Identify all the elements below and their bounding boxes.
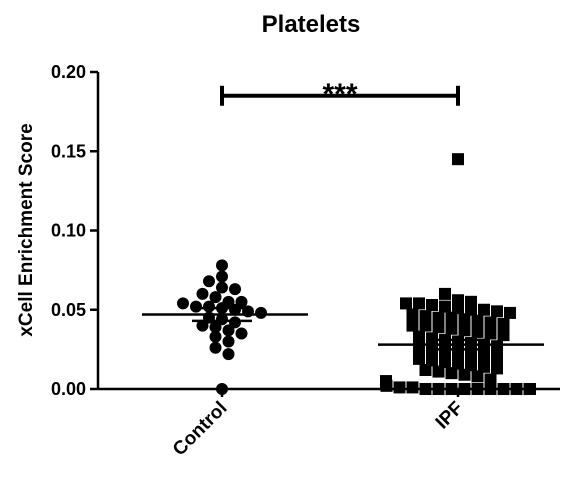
data-point-square [413,352,425,365]
mean-sem-bars [142,306,544,351]
data-point-circle [216,270,228,283]
data-point-square [380,379,393,392]
data-point-square [426,298,438,311]
data-point-square [452,357,464,370]
data-point-square [432,365,445,378]
data-point-square [510,383,523,395]
data-point-square [445,322,458,335]
data-point-square [484,316,497,329]
data-point-square [426,354,438,367]
data-point-circle [190,300,202,313]
y-tick-label: 0.00 [51,379,86,399]
data-point-square [432,383,445,395]
data-point-square [400,297,412,310]
data-point-square [445,383,458,395]
data-point-square [452,302,464,315]
data-point-square [484,373,497,386]
data-point-square [465,303,477,316]
data-point-square [426,332,438,345]
y-ticks: 0.00 0.05 0.10 0.15 0.20 [51,62,98,399]
data-point-circle [216,259,228,272]
data-point-square [465,359,477,372]
data-point-circle [216,281,228,294]
data-point-circle [216,383,228,395]
data-point-square [497,329,510,342]
axes [96,72,560,391]
data-point-square [413,297,425,310]
significance-label: *** [322,78,357,111]
data-point-circle [209,321,222,334]
data-point-square [432,321,445,334]
data-point-square [419,383,432,395]
data-point-square [478,303,490,316]
data-point-square [478,349,490,362]
data-point-square [458,313,471,326]
data-point-square [452,153,464,166]
data-point-circle [209,341,222,354]
x-categories: Control IPF [169,389,468,460]
y-axis-label: xCell Enrichment Score [16,123,37,336]
data-point-square [497,318,510,331]
data-point-square [504,306,516,319]
y-tick-label: 0.05 [51,300,86,320]
data-point-square [491,351,503,364]
data-point-square [484,327,497,340]
data-point-circle [209,330,222,343]
data-point-circle [235,327,248,340]
data-point-circle [222,348,235,361]
data-point-square [393,381,406,394]
data-point-square [439,300,451,313]
data-point-circle [209,291,222,304]
data-point-square [406,381,419,394]
data-point-square [471,383,484,395]
data-point-square [406,319,419,332]
data-point-square [484,383,497,395]
y-tick-label: 0.15 [51,141,86,161]
data-point-square [471,370,484,383]
data-point-circle [229,303,241,316]
data-point-circle [229,283,241,296]
chart-title: Platelets [262,11,361,38]
data-point-square [439,344,451,357]
data-point-square [524,383,536,395]
significance-bracket: *** [220,78,460,111]
data-point-square [445,311,458,324]
data-point-square [491,340,503,353]
data-point-circle [196,287,209,300]
data-point-square [497,383,510,395]
data-point-circle [255,306,267,319]
data-point-circle [222,335,235,348]
data-point-circle [203,275,215,288]
data-point-square [471,325,484,338]
x-category-label: IPF [432,398,468,434]
data-point-square [413,330,425,343]
data-point-square [419,363,432,376]
data-point-square [445,367,458,380]
data-point-square [491,305,503,318]
y-tick-label: 0.10 [51,221,86,241]
data-point-square [432,311,445,324]
data-point-square [458,324,471,337]
data-point-square [439,287,451,300]
data-point-square [406,308,419,321]
data-point-square [458,368,471,381]
data-point-circle [229,316,241,329]
data-point-square [458,383,471,395]
data-point-square [491,362,503,375]
data-point-square [465,348,477,361]
data-point-circle [235,295,248,308]
data-point-circle [203,300,215,313]
y-tick-label: 0.20 [51,62,86,82]
data-point-square [471,314,484,327]
data-point-square [419,310,432,323]
data-point-square [439,356,451,369]
data-point-square [419,319,432,332]
data-point-circle [222,324,235,337]
data-point-square [478,360,490,373]
data-point-circle [177,297,189,310]
data-points [177,153,536,395]
x-category-label: Control [169,398,232,461]
data-point-circle [196,319,209,332]
